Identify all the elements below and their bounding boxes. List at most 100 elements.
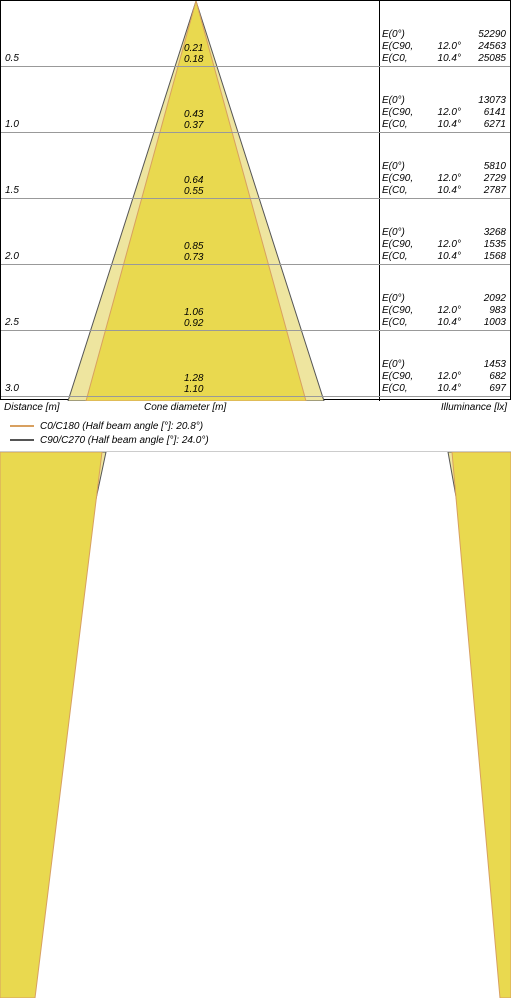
- ill-label: E(C90,: [382, 305, 422, 317]
- grid-line: [1, 396, 510, 397]
- ill-label: E(0°): [382, 29, 422, 41]
- cone-diam-c0: 0.37: [184, 120, 203, 131]
- distance-label: 2.5: [5, 317, 19, 328]
- ill-angle: 10.4°: [427, 185, 461, 197]
- illuminance-row: E(C0, 10.4° 1003: [382, 317, 506, 329]
- illuminance-row: E(C0,10.4°6271: [382, 119, 506, 131]
- ill-value: 1535: [466, 239, 506, 251]
- ill-label: E(0°): [382, 161, 422, 173]
- ill-label: E(C0,: [382, 53, 422, 65]
- ill-value: 52290: [466, 29, 506, 41]
- distance-label: 0.5: [5, 53, 19, 64]
- ill-value: 2729: [466, 173, 506, 185]
- distance-label: 1.5: [5, 185, 19, 196]
- ill-angle: [427, 359, 461, 371]
- cone-chart-bottom: [0, 451, 511, 998]
- grid-line: [1, 264, 510, 265]
- illuminance-row: E(0°) 52290: [382, 29, 506, 41]
- ill-angle: 12.0°: [427, 41, 461, 53]
- cone-diam-c0: 0.92: [184, 318, 203, 329]
- legend-label-c0: C0/C180 (Half beam angle [°]: 20.8°): [40, 421, 203, 432]
- ill-label: E(0°): [382, 227, 422, 239]
- cone-diam-c90: 0.85: [184, 241, 203, 252]
- data-panel-divider: [379, 1, 380, 401]
- ill-value: 1453: [466, 359, 506, 371]
- illuminance-row: E(C90, 12.0° 24563: [382, 41, 506, 53]
- legend-label-c90: C90/C270 (Half beam angle [°]: 24.0°): [40, 435, 209, 446]
- grid-line: [1, 330, 510, 331]
- cone-diam-c90: 0.43: [184, 109, 203, 120]
- illuminance-row: E(0°) 1453: [382, 359, 506, 371]
- illuminance-row: E(C90, 12.0° 682: [382, 371, 506, 383]
- illuminance-block: E(0°)3268E(C90,12.0°1535E(C0,10.4°1568: [382, 227, 506, 263]
- ill-angle: 10.4°: [427, 119, 461, 131]
- ill-label: E(C90,: [382, 107, 422, 119]
- ill-value: 2787: [466, 185, 506, 197]
- cone-diam-pair: 1.281.10: [184, 373, 203, 395]
- ill-angle: 12.0°: [427, 239, 461, 251]
- ill-label: E(C0,: [382, 251, 422, 263]
- ill-angle: 12.0°: [427, 371, 461, 383]
- ill-value: 13073: [466, 95, 506, 107]
- cone-diam-c90: 1.28: [184, 373, 203, 384]
- ill-angle: [427, 95, 461, 107]
- ill-label: E(C0,: [382, 383, 422, 395]
- ill-angle: 12.0°: [427, 107, 461, 119]
- distance-label: 2.0: [5, 251, 19, 262]
- ill-angle: [427, 161, 461, 173]
- ill-label: E(C0,: [382, 185, 422, 197]
- ill-value: 6271: [466, 119, 506, 131]
- ill-value: 2092: [466, 293, 506, 305]
- cone-diam-pair: 0.640.55: [184, 175, 203, 197]
- illuminance-row: E(C90, 12.0° 6141: [382, 107, 506, 119]
- axis-cone-diam-label: Cone diameter [m]: [144, 402, 387, 413]
- ill-value: 24563: [466, 41, 506, 53]
- ill-label: E(0°): [382, 95, 422, 107]
- cone-diam-c0: 1.10: [184, 384, 203, 395]
- ill-value: 697: [466, 383, 506, 395]
- legend-item-c90: C90/C270 (Half beam angle [°]: 24.0°): [10, 433, 501, 447]
- ill-label: E(C90,: [382, 173, 422, 185]
- distance-label: 3.0: [5, 383, 19, 394]
- illuminance-block: E(0°)13073E(C90,12.0°6141E(C0,10.4°6271: [382, 95, 506, 131]
- axis-illuminance-label: Illuminance [lx]: [387, 402, 507, 413]
- ill-value: 983: [466, 305, 506, 317]
- illuminance-row: E(C0,10.4°697: [382, 383, 506, 395]
- cone-diam-c90: 1.06: [184, 307, 203, 318]
- grid-line: [1, 66, 510, 67]
- ill-value: 6141: [466, 107, 506, 119]
- legend-swatch-c90: [10, 439, 34, 441]
- cone-diam-c90: 0.21: [184, 43, 203, 54]
- illuminance-row: E(C0,10.4°25085: [382, 53, 506, 65]
- ill-label: E(C90,: [382, 371, 422, 383]
- cone-diam-c0: 0.55: [184, 186, 203, 197]
- illuminance-row: E(C90, 12.0° 2729: [382, 173, 506, 185]
- cone-diam-pair: 0.430.37: [184, 109, 203, 131]
- ill-value: 1568: [466, 251, 506, 263]
- ill-value: 1003: [466, 317, 506, 329]
- distance-label: 1.0: [5, 119, 19, 130]
- illuminance-row: E(0°) 13073: [382, 95, 506, 107]
- ill-value: 25085: [466, 53, 506, 65]
- ill-angle: 12.0°: [427, 305, 461, 317]
- grid-line: [1, 198, 510, 199]
- cone-svg-bottom: [0, 452, 511, 998]
- ill-angle: 10.4°: [427, 317, 461, 329]
- ill-angle: [427, 293, 461, 305]
- ill-label: E(0°): [382, 359, 422, 371]
- ill-label: E(C0,: [382, 317, 422, 329]
- legend: C0/C180 (Half beam angle [°]: 20.8°) C90…: [0, 415, 511, 451]
- ill-angle: [427, 227, 461, 239]
- legend-swatch-c0: [10, 425, 34, 427]
- ill-value: 3268: [466, 227, 506, 239]
- cone-diam-c0: 0.73: [184, 252, 203, 263]
- ill-value: 682: [466, 371, 506, 383]
- illuminance-row: E(C90,12.0°1535: [382, 239, 506, 251]
- ill-angle: 12.0°: [427, 173, 461, 185]
- illuminance-block: E(0°) 52290 E(C90, 12.0° 24563E(C0,10.4°2508…: [382, 29, 506, 65]
- illuminance-row: E(C0, 10.4° 2787: [382, 185, 506, 197]
- illuminance-row: E(C90, 12.0° 983: [382, 305, 506, 317]
- cone-diam-pair: 0.850.73: [184, 241, 203, 263]
- ill-label: E(C90,: [382, 41, 422, 53]
- cone-diam-pair: 0.210.18: [184, 43, 203, 65]
